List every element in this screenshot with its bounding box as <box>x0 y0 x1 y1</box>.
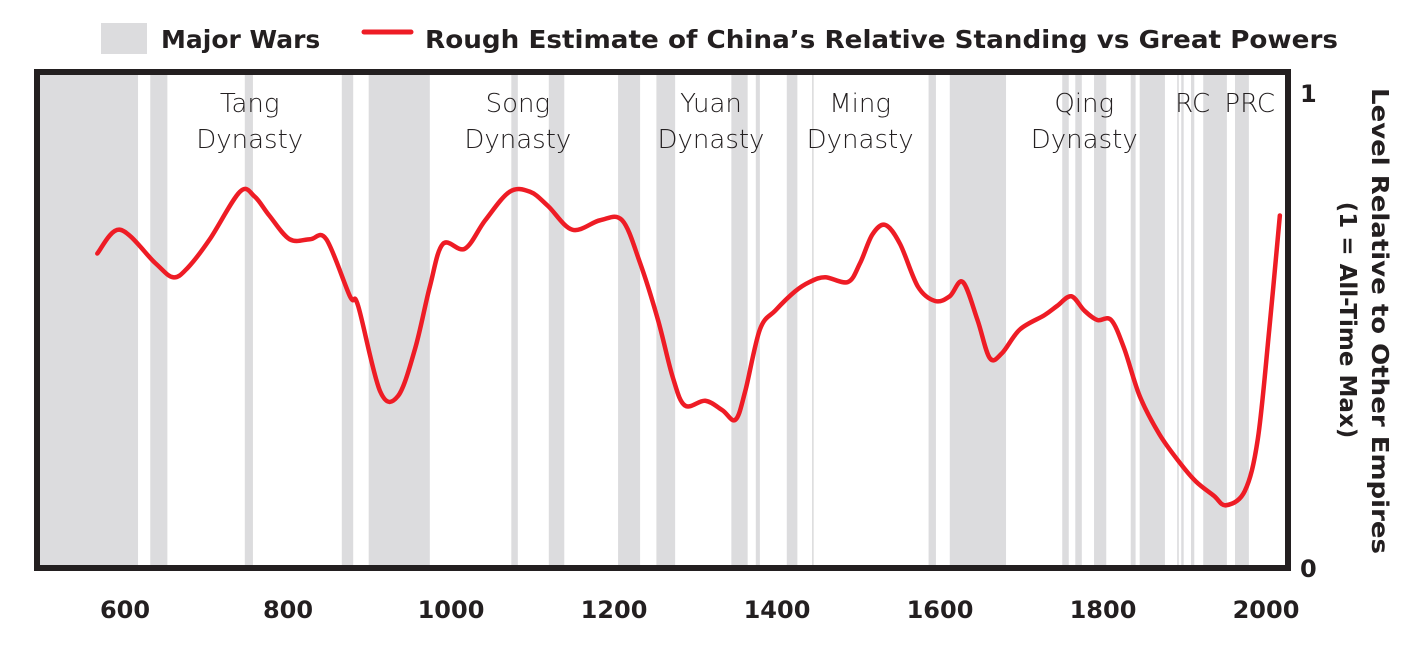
dynasty-label: Dynasty <box>196 125 303 155</box>
legend-label-standing: Rough Estimate of China’s Relative Stand… <box>425 25 1338 54</box>
dynasty-label: PRC <box>1224 89 1275 119</box>
war-band <box>1203 75 1227 565</box>
x-tick-label: 800 <box>263 596 313 624</box>
y-axis-ticks: 01 <box>1300 80 1317 583</box>
dynasty-label: Ming <box>829 89 891 119</box>
x-tick-label: 2000 <box>1233 596 1300 624</box>
war-band <box>1177 75 1179 565</box>
dynasty-label: Tang <box>220 89 280 119</box>
y-tick-label: 1 <box>1300 80 1317 108</box>
war-band <box>786 75 798 565</box>
dynasty-label: Yuan <box>680 89 742 119</box>
war-band <box>341 75 354 565</box>
war-band <box>812 75 814 565</box>
dynasty-labels: Tang Dynasty Song Dynasty Yuan Dynasty Ming Dyn… <box>196 89 1275 155</box>
dynasty-label: Dynasty <box>658 125 765 155</box>
x-tick-label: 600 <box>100 596 150 624</box>
war-band <box>40 75 139 565</box>
war-band <box>1062 75 1069 565</box>
war-band <box>1235 75 1249 565</box>
legend-swatch-major-wars <box>101 23 147 54</box>
war-band <box>1139 75 1165 565</box>
dynasty-label: RC <box>1175 89 1210 119</box>
war-band <box>1181 75 1184 565</box>
y-axis-title: Level Relative to Other Empires (1 = All… <box>1334 88 1392 554</box>
series-layer <box>95 186 1283 508</box>
dynasty-label: Dynasty <box>807 125 914 155</box>
plot-frame <box>34 69 1291 571</box>
war-band <box>656 75 676 565</box>
war-band <box>1075 75 1082 565</box>
dynasty-label: Song <box>486 89 551 119</box>
war-band <box>755 75 760 565</box>
y-axis-label: Level Relative to Other Empires <box>1366 88 1392 554</box>
dynasty-label: Qing <box>1054 89 1114 119</box>
x-tick-label: 1400 <box>744 596 811 624</box>
war-band <box>731 75 748 565</box>
war-band <box>1130 75 1136 565</box>
y-tick-label: 0 <box>1300 555 1317 583</box>
y-axis-sublabel: (1 = All-Time Max) <box>1334 202 1360 438</box>
war-band <box>928 75 936 565</box>
war-band <box>150 75 168 565</box>
war-band <box>1191 75 1195 565</box>
war-bands <box>40 75 1249 565</box>
x-tick-label: 1800 <box>1070 596 1137 624</box>
war-band <box>368 75 430 565</box>
x-tick-label: 1000 <box>418 596 485 624</box>
war-band <box>511 75 518 565</box>
war-band <box>244 75 253 565</box>
legend: Major Wars Rough Estimate of China’s Rel… <box>101 23 1338 54</box>
x-tick-label: 1200 <box>581 596 648 624</box>
dynasty-label: Dynasty <box>464 125 571 155</box>
series-line-china-standing <box>95 186 1283 508</box>
dynasty-label: Dynasty <box>1031 125 1138 155</box>
x-tick-label: 1600 <box>907 596 974 624</box>
legend-label-major-wars: Major Wars <box>161 25 320 54</box>
x-axis-ticks: 600 800 1000 1200 1400 1600 1800 2000 <box>100 596 1299 624</box>
war-band <box>548 75 565 565</box>
war-band <box>618 75 641 565</box>
